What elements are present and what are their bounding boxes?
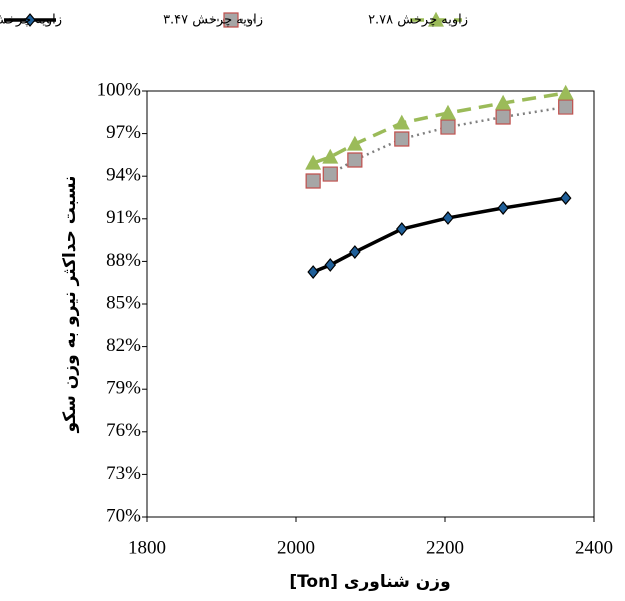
y-axis-label: نسبت حداکثر نیرو به وزن سکو (60, 176, 80, 434)
marker (394, 131, 410, 147)
legend-label: زاویه چرخش ۲.۷۸ (368, 13, 468, 28)
marker (559, 191, 572, 206)
marker (497, 201, 509, 215)
legend-label: زاویه چرخش ۳.۴۷ (163, 13, 263, 28)
marker (305, 154, 322, 170)
y-tick-label: 85% (106, 292, 141, 313)
marker (324, 258, 337, 272)
legend-label: زاویه چرخش ۳.۸۸ (0, 13, 62, 28)
y-tick-label: 88% (106, 250, 141, 271)
marker (557, 84, 574, 100)
marker (346, 135, 363, 151)
marker (495, 109, 511, 125)
x-axis-label: وزن شناوری [Ton] (289, 572, 450, 592)
marker (440, 119, 456, 135)
x-tick-label: 1800 (128, 537, 166, 558)
marker (322, 148, 339, 164)
x-tick-label: 2400 (575, 537, 613, 558)
plot-area (146, 90, 595, 518)
marker (347, 152, 363, 168)
marker (439, 104, 456, 120)
x-tick-label: 2200 (426, 537, 464, 558)
y-tick-label: 100% (97, 79, 142, 100)
y-tick-label: 82% (106, 335, 141, 356)
series-line (312, 196, 566, 274)
marker (307, 265, 319, 279)
y-tick-label: 79% (106, 378, 141, 399)
x-tick-label: 2000 (277, 537, 315, 558)
marker (558, 99, 574, 115)
legend-marker (223, 12, 239, 28)
marker (349, 245, 361, 259)
marker (305, 173, 321, 189)
marker (396, 222, 408, 236)
y-tick-label: 76% (106, 420, 141, 441)
y-tick-label: 91% (106, 207, 141, 228)
legend-marker (24, 13, 36, 27)
y-tick-label: 70% (106, 505, 141, 526)
y-tick-label: 73% (106, 463, 141, 484)
legend-marker (427, 11, 445, 27)
marker (442, 211, 454, 225)
y-tick-label: 97% (106, 122, 141, 143)
marker (495, 94, 512, 110)
marker (393, 114, 410, 130)
marker (322, 166, 338, 182)
y-tick-label: 94% (106, 165, 141, 186)
